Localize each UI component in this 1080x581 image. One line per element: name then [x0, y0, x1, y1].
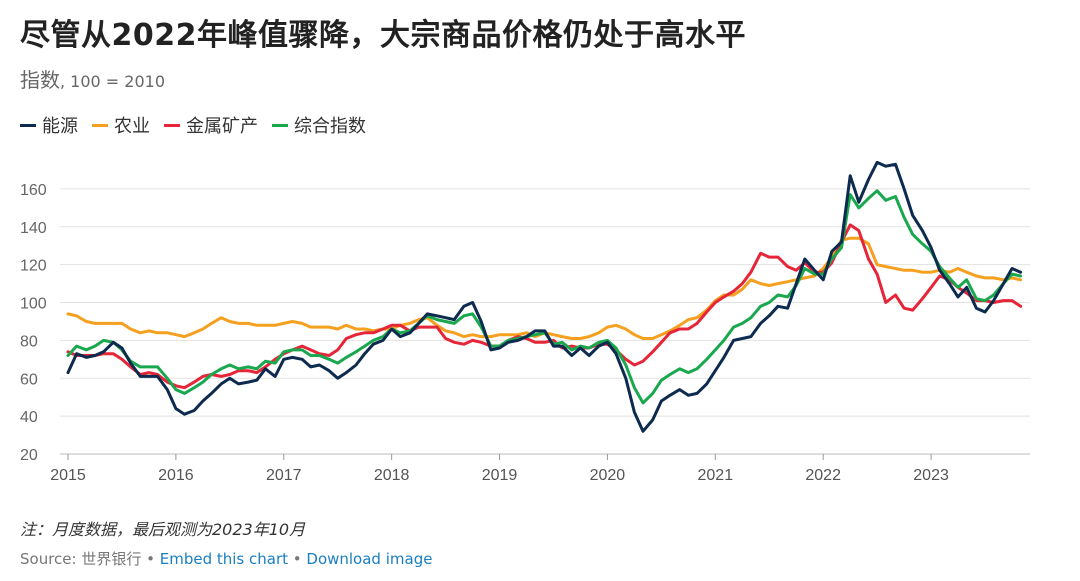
legend-label: 能源 [42, 116, 78, 137]
y-tick-label: 120 [20, 258, 47, 275]
legend-label: 金属矿产 [186, 116, 258, 137]
chart-note: 注：月度数据，最后观测为2023年10月 [20, 520, 306, 539]
download-image-link[interactable]: Download image [306, 550, 433, 568]
x-tick-label: 2020 [590, 467, 626, 484]
chart-footer: Source: 世界银行 • Embed this chart • Downlo… [20, 548, 432, 569]
y-tick-label: 140 [20, 220, 47, 237]
legend-item: 能源 [20, 112, 78, 138]
legend-swatch [272, 123, 288, 127]
legend-swatch [20, 123, 36, 127]
subtitle-unit: 指数 [20, 68, 60, 92]
legend-swatch [92, 123, 108, 127]
legend-swatch [164, 123, 180, 127]
legend-label: 综合指数 [294, 116, 366, 137]
x-tick-label: 2018 [374, 467, 410, 484]
x-tick-label: 2017 [266, 467, 302, 484]
y-tick-label: 100 [20, 296, 47, 313]
chart-subtitle: 指数, 100 = 2010 [20, 64, 165, 93]
x-tick-label: 2021 [698, 467, 734, 484]
legend-item: 金属矿产 [164, 112, 258, 138]
subtitle-base: , 100 = 2010 [60, 72, 166, 91]
y-tick-label: 60 [20, 371, 38, 388]
y-tick-label: 80 [20, 333, 38, 350]
legend-item: 综合指数 [272, 112, 366, 138]
x-tick-label: 2016 [158, 467, 194, 484]
line-chart: 20 40 60 80 100 120 140 160 2015 2016 2017 2018 2019… [20, 160, 1030, 484]
footer-separator: • [141, 550, 160, 568]
chart-title: 尽管从2022年峰值骤降，大宗商品价格仍处于高水平 [20, 18, 746, 53]
x-tick-label: 2019 [482, 467, 518, 484]
embed-chart-link[interactable]: Embed this chart [159, 550, 288, 568]
y-tick-label: 160 [20, 182, 47, 199]
legend-item: 农业 [92, 112, 150, 138]
source-text: Source: 世界银行 [20, 550, 142, 568]
x-tick-label: 2015 [50, 467, 86, 484]
series-line-0 [66, 160, 1023, 433]
series-line-1 [66, 236, 1023, 340]
legend-label: 农业 [114, 116, 150, 137]
footer-separator: • [288, 550, 307, 568]
series-line-2 [66, 223, 1023, 390]
chart-legend: 能源 农业 金属矿产 综合指数 [20, 112, 366, 138]
x-tick-label: 2023 [913, 467, 949, 484]
x-tick-label: 2022 [805, 467, 841, 484]
series-line-3 [66, 189, 1023, 405]
y-tick-label: 20 [20, 447, 38, 464]
y-tick-label: 40 [20, 409, 38, 426]
